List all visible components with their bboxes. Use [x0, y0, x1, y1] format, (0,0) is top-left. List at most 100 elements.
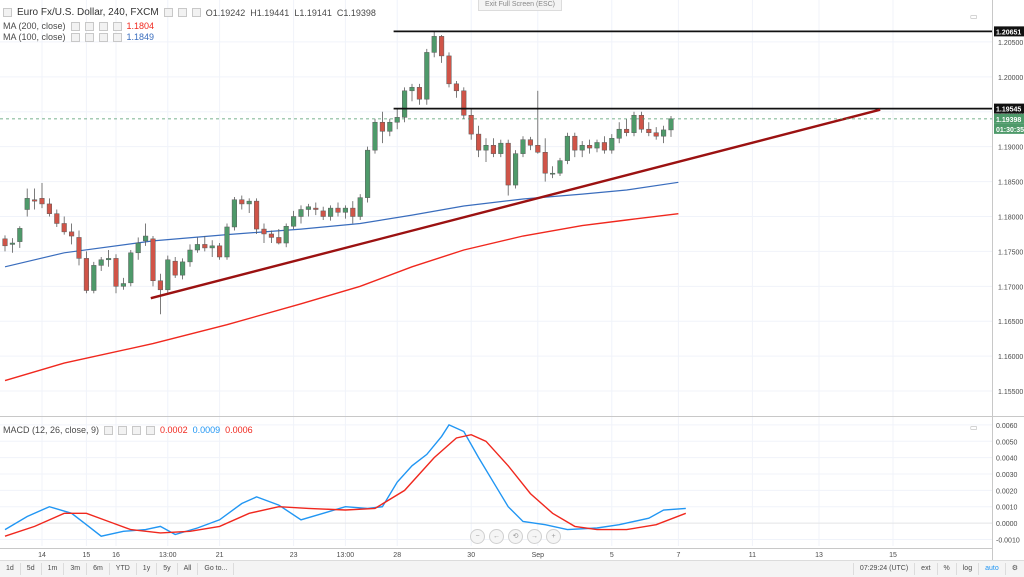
candle [187, 244, 193, 267]
candle-body [128, 252, 134, 284]
candle-body [416, 87, 422, 100]
candle-body [527, 139, 533, 146]
ma100-eye-icon[interactable] [70, 32, 80, 42]
timeframe-1m[interactable]: 1m [42, 563, 65, 575]
candle [601, 136, 607, 154]
timeframe-5y[interactable]: 5y [157, 563, 178, 575]
candle [268, 230, 274, 244]
trend-line [150, 108, 881, 300]
candle-body [342, 207, 348, 213]
candle [320, 206, 326, 220]
candle [328, 205, 334, 221]
zoom-in-icon[interactable]: + [546, 529, 561, 544]
remove-icon[interactable] [191, 8, 201, 17]
price-tick-label: 1.20000 [998, 75, 1023, 82]
ma200-remove-icon[interactable] [98, 21, 108, 31]
timeframe-all[interactable]: All [178, 563, 199, 575]
candle [431, 31, 437, 58]
resistance-mid-label-text: 1.19545 [996, 107, 1021, 114]
ma100-settings-icon[interactable] [84, 32, 94, 42]
candle-body [564, 135, 570, 161]
candle [76, 230, 82, 266]
reset-icon[interactable]: ⟲ [508, 529, 523, 544]
macd-eye-icon[interactable] [104, 425, 114, 435]
goto-button[interactable]: Go to... [198, 563, 235, 575]
scroll-left-icon[interactable]: ← [489, 529, 504, 544]
candle-body [638, 114, 644, 130]
collapse-icon[interactable] [3, 8, 12, 17]
candle [239, 195, 245, 210]
candle-body [594, 142, 600, 149]
candle [535, 90, 541, 154]
price-tick-label: 1.18000 [998, 214, 1023, 221]
ext-toggle[interactable]: ext [914, 563, 936, 575]
candle-body [135, 242, 141, 254]
macd-pane-maximize-icon[interactable]: ▭ [970, 423, 978, 432]
time-tick-label: 7 [676, 552, 680, 559]
candle-body [446, 55, 452, 85]
candle [17, 226, 23, 248]
pane-maximize-icon[interactable]: ▭ [970, 12, 978, 21]
timeframe-6m[interactable]: 6m [87, 563, 110, 575]
macd-settings-icon[interactable] [118, 425, 128, 435]
candle [505, 139, 511, 196]
time-tick-label: 5 [610, 552, 614, 559]
ma200-settings-icon[interactable] [84, 21, 94, 31]
macd-signal-value: 0.0006 [225, 425, 253, 435]
candle-body [83, 258, 89, 291]
macd-tick-label: 0.0060 [996, 423, 1018, 430]
timeframe-3m[interactable]: 3m [64, 563, 88, 575]
log-toggle[interactable]: log [955, 563, 978, 575]
candle [305, 203, 311, 217]
zoom-out-icon[interactable]: − [470, 529, 485, 544]
candle [113, 254, 119, 294]
timeframe-1y[interactable]: 1y [137, 563, 158, 575]
time-tick-label: 13:00 [337, 552, 355, 559]
candle [61, 216, 67, 235]
candle [231, 196, 237, 231]
exit-fullscreen-button[interactable]: Exit Full Screen (ESC) [478, 0, 563, 11]
candle [527, 136, 533, 151]
percent-toggle[interactable]: % [936, 563, 956, 575]
timeframe-ytd[interactable]: YTD [110, 563, 137, 575]
settings-gear-icon[interactable]: ⚙ [1004, 563, 1024, 575]
chart-canvas[interactable]: 1.205001.200001.195001.190001.185001.180… [0, 0, 1024, 560]
time-tick-label: 21 [216, 552, 224, 559]
last-price-label-text: 1.19398 [996, 117, 1021, 124]
candle-body [409, 87, 415, 92]
candle [557, 157, 563, 176]
ma200-more-icon[interactable] [112, 21, 122, 31]
candle [83, 251, 89, 294]
auto-toggle[interactable]: auto [978, 563, 1005, 575]
macd-more-icon[interactable] [146, 425, 156, 435]
ma100-more-icon[interactable] [112, 32, 122, 42]
candle-body [24, 198, 30, 210]
resistance-mid-label: 1.19545 [994, 103, 1024, 114]
candle-body [2, 238, 8, 247]
candle [476, 125, 482, 158]
macd-remove-icon[interactable] [132, 425, 142, 435]
candle [91, 261, 97, 294]
settings-icon[interactable] [163, 8, 173, 17]
ma100-remove-icon[interactable] [98, 32, 108, 42]
ma200-eye-icon[interactable] [70, 21, 80, 31]
timeframe-5d[interactable]: 5d [21, 563, 42, 575]
candle-body [328, 207, 334, 217]
scroll-right-icon[interactable]: → [527, 529, 542, 544]
time-tick-label: 13 [815, 552, 823, 559]
candle-body [120, 283, 126, 287]
price-tick-label: 1.17000 [998, 284, 1023, 291]
candle-body [143, 235, 149, 242]
macd-histogram-value: 0.0002 [160, 425, 188, 435]
hide-icon[interactable] [177, 8, 187, 17]
macd-legend: MACD (12, 26, close, 9) 0.0002 0.0009 0.… [3, 425, 253, 435]
candle [298, 205, 304, 224]
candle-body [402, 90, 408, 118]
candle-body [268, 233, 274, 238]
candle [261, 223, 267, 244]
candle-body [572, 135, 578, 151]
time-tick-label: 13:00 [159, 552, 177, 559]
macd-tick-label: 0.0010 [996, 505, 1018, 512]
timeframe-1d[interactable]: 1d [0, 563, 21, 575]
candle [157, 273, 163, 315]
